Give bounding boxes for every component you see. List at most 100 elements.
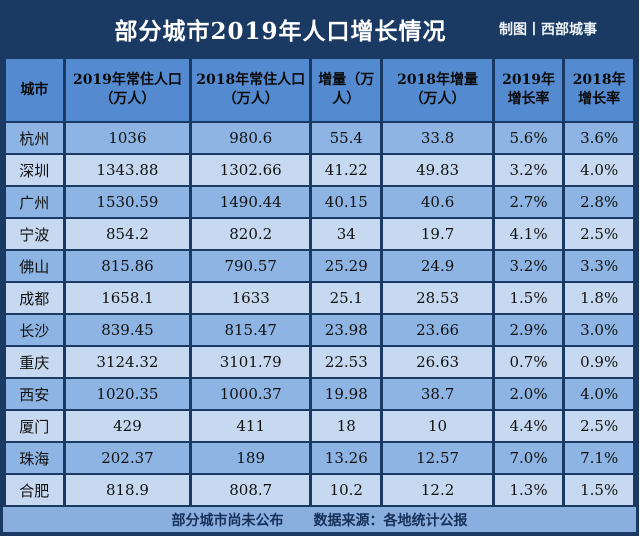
value-cell: 38.7 [383, 379, 492, 409]
city-cell: 佛山 [6, 251, 63, 281]
value-cell: 19.7 [383, 219, 492, 249]
value-cell: 4.0% [565, 379, 633, 409]
value-cell: 820.2 [192, 219, 310, 249]
value-cell: 7.0% [494, 443, 563, 473]
value-cell: 3.2% [494, 155, 563, 185]
credit-label: 制图丨西部城事 [499, 21, 597, 38]
value-cell: 22.53 [312, 347, 381, 377]
value-cell: 1658.1 [65, 283, 190, 313]
value-cell: 1.3% [494, 475, 563, 505]
page-title: 部分城市2019年人口增长情况 [114, 17, 447, 45]
value-cell: 202.37 [65, 443, 190, 473]
value-cell: 13.26 [312, 443, 381, 473]
value-cell: 1490.44 [192, 187, 310, 217]
value-cell: 1.5% [565, 475, 633, 505]
header-row: 城市 2019年常住人口（万人） 2018年常住人口（万人） 增量（万人） 2018年增… [6, 59, 633, 121]
city-cell: 成都 [6, 283, 63, 313]
table-row: 厦门 429 411 18 10 4.4% 2.5% [6, 411, 633, 441]
value-cell: 3.6% [565, 123, 633, 153]
value-cell: 815.86 [65, 251, 190, 281]
value-cell: 1020.35 [65, 379, 190, 409]
value-cell: 2.0% [494, 379, 563, 409]
footer-bar: 部分城市尚未公布 数据来源：各地统计公报 [3, 507, 636, 532]
city-cell: 广州 [6, 187, 63, 217]
city-cell: 杭州 [6, 123, 63, 153]
value-cell: 12.57 [383, 443, 492, 473]
column-header: 城市 [6, 59, 63, 121]
city-cell: 合肥 [6, 475, 63, 505]
value-cell: 1036 [65, 123, 190, 153]
value-cell: 26.63 [383, 347, 492, 377]
value-cell: 1633 [192, 283, 310, 313]
value-cell: 3.2% [494, 251, 563, 281]
city-cell: 深圳 [6, 155, 63, 185]
footer-note: 部分城市尚未公布 [171, 512, 284, 529]
value-cell: 189 [192, 443, 310, 473]
column-header: 2019年增长率 [494, 59, 563, 121]
table-row: 长沙 839.45 815.47 23.98 23.66 2.9% 3.0% [6, 315, 633, 345]
title-bar: 部分城市2019年人口增长情况 制图丨西部城事 [0, 0, 639, 57]
value-cell: 5.6% [494, 123, 563, 153]
value-cell: 1302.66 [192, 155, 310, 185]
value-cell: 4.4% [494, 411, 563, 441]
value-cell: 1.5% [494, 283, 563, 313]
value-cell: 25.1 [312, 283, 381, 313]
value-cell: 49.83 [383, 155, 492, 185]
value-cell: 12.2 [383, 475, 492, 505]
value-cell: 4.0% [565, 155, 633, 185]
city-cell: 厦门 [6, 411, 63, 441]
value-cell: 1530.59 [65, 187, 190, 217]
column-header: 2018年常住人口（万人） [192, 59, 310, 121]
value-cell: 1.8% [565, 283, 633, 313]
value-cell: 2.8% [565, 187, 633, 217]
value-cell: 4.1% [494, 219, 563, 249]
value-cell: 1343.88 [65, 155, 190, 185]
value-cell: 839.45 [65, 315, 190, 345]
value-cell: 0.7% [494, 347, 563, 377]
value-cell: 7.1% [565, 443, 633, 473]
value-cell: 41.22 [312, 155, 381, 185]
table-row: 杭州 1036 980.6 55.4 33.8 5.6% 3.6% [6, 123, 633, 153]
value-cell: 2.5% [565, 411, 633, 441]
value-cell: 24.9 [383, 251, 492, 281]
value-cell: 818.9 [65, 475, 190, 505]
value-cell: 411 [192, 411, 310, 441]
value-cell: 2.9% [494, 315, 563, 345]
value-cell: 3101.79 [192, 347, 310, 377]
value-cell: 808.7 [192, 475, 310, 505]
table-row: 深圳 1343.88 1302.66 41.22 49.83 3.2% 4.0% [6, 155, 633, 185]
value-cell: 10 [383, 411, 492, 441]
table-body: 杭州 1036 980.6 55.4 33.8 5.6% 3.6% 深圳 1343.88 1302… [6, 123, 633, 505]
value-cell: 10.2 [312, 475, 381, 505]
footer-source: 数据来源：各地统计公报 [313, 512, 468, 529]
city-cell: 重庆 [6, 347, 63, 377]
value-cell: 55.4 [312, 123, 381, 153]
column-header: 2018年增长率 [565, 59, 633, 121]
city-cell: 西安 [6, 379, 63, 409]
table-row: 佛山 815.86 790.57 25.29 24.9 3.2% 3.3% [6, 251, 633, 281]
column-header: 增量（万人） [312, 59, 381, 121]
table-row: 合肥 818.9 808.7 10.2 12.2 1.3% 1.5% [6, 475, 633, 505]
value-cell: 23.66 [383, 315, 492, 345]
value-cell: 1000.37 [192, 379, 310, 409]
city-cell: 长沙 [6, 315, 63, 345]
value-cell: 40.6 [383, 187, 492, 217]
table-row: 宁波 854.2 820.2 34 19.7 4.1% 2.5% [6, 219, 633, 249]
value-cell: 854.2 [65, 219, 190, 249]
value-cell: 790.57 [192, 251, 310, 281]
value-cell: 33.8 [383, 123, 492, 153]
value-cell: 18 [312, 411, 381, 441]
table-head: 城市 2019年常住人口（万人） 2018年常住人口（万人） 增量（万人） 2018年增… [6, 59, 633, 121]
value-cell: 2.5% [565, 219, 633, 249]
value-cell: 0.9% [565, 347, 633, 377]
value-cell: 40.15 [312, 187, 381, 217]
value-cell: 19.98 [312, 379, 381, 409]
value-cell: 2.7% [494, 187, 563, 217]
value-cell: 28.53 [383, 283, 492, 313]
value-cell: 429 [65, 411, 190, 441]
value-cell: 815.47 [192, 315, 310, 345]
column-header: 2018年增量（万人） [383, 59, 492, 121]
table-row: 成都 1658.1 1633 25.1 28.53 1.5% 1.8% [6, 283, 633, 313]
city-cell: 珠海 [6, 443, 63, 473]
